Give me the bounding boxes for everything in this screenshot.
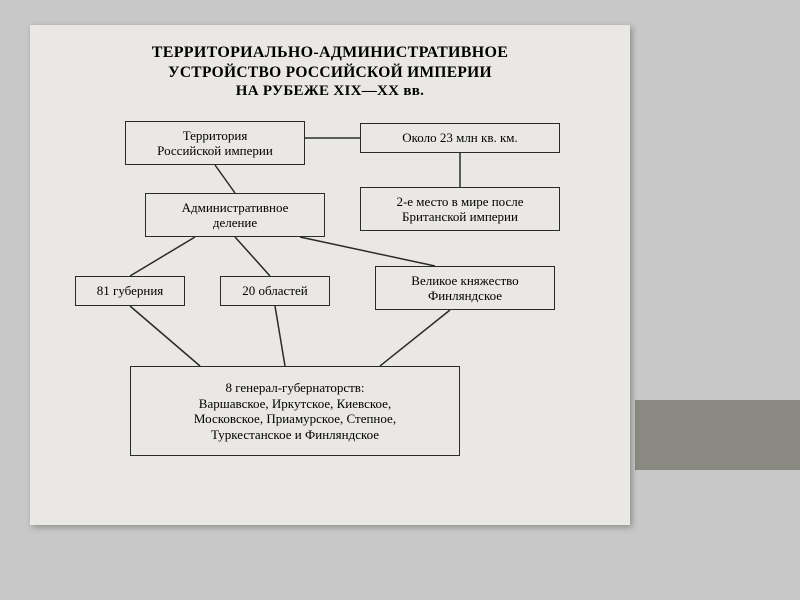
edge-gubernia-governorates — [130, 306, 200, 366]
node-label: Около 23 млн кв. км. — [402, 130, 518, 146]
title-line-1: ТЕРРИТОРИАЛЬНО-АДМИНИСТРАТИВНОЕ — [60, 43, 600, 63]
title-line-3: НА РУБЕЖЕ XIX—XX вв. — [60, 82, 600, 101]
node-label: 2-е место в мире после Британской импери… — [396, 194, 523, 225]
node-label: Административное деление — [182, 200, 289, 231]
flowchart-diagram: Территория Российской империи Около 23 м… — [30, 111, 630, 521]
node-area: Около 23 млн кв. км. — [360, 123, 560, 153]
edge-admin-gubernia — [130, 237, 195, 276]
edge-oblast-governorates — [275, 306, 285, 366]
node-finland: Великое княжество Финляндское — [375, 266, 555, 310]
node-governorates: 8 генерал-губернаторств: Варшавское, Ирк… — [130, 366, 460, 456]
node-territory: Территория Российской империи — [125, 121, 305, 165]
node-label: 81 губерния — [97, 283, 164, 299]
node-label: Великое княжество Финляндское — [411, 273, 518, 304]
node-label: Территория Российской империи — [157, 128, 273, 159]
title-line-2: УСТРОЙСТВО РОССИЙСКОЙ ИМПЕРИИ — [60, 63, 600, 82]
node-rank: 2-е место в мире после Британской импери… — [360, 187, 560, 231]
node-admin: Административное деление — [145, 193, 325, 237]
edge-admin-oblast — [235, 237, 270, 276]
edge-territory-admin — [215, 165, 235, 193]
node-label: 20 областей — [242, 283, 307, 299]
node-oblast: 20 областей — [220, 276, 330, 306]
edge-layer — [30, 111, 630, 521]
node-gubernia: 81 губерния — [75, 276, 185, 306]
node-label: 8 генерал-губернаторств: Варшавское, Ирк… — [194, 380, 396, 442]
slide-card: ТЕРРИТОРИАЛЬНО-АДМИНИСТРАТИВНОЕ УСТРОЙСТ… — [30, 25, 630, 525]
diagram-title: ТЕРРИТОРИАЛЬНО-АДМИНИСТРАТИВНОЕ УСТРОЙСТ… — [30, 25, 630, 111]
edge-finland-governorates — [380, 310, 450, 366]
edge-admin-finland — [300, 237, 435, 266]
slide-accent-bar — [635, 400, 800, 470]
